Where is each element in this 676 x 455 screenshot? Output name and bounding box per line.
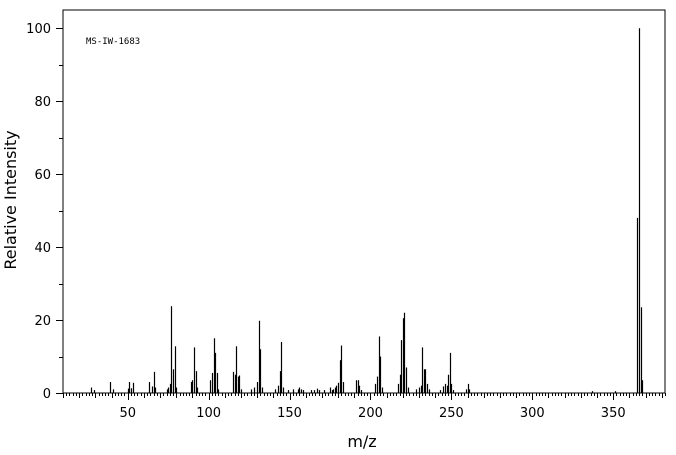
x-tick-label: 200 (358, 406, 383, 421)
chart-annotation: MS-IW-1683 (86, 37, 140, 47)
x-axis: 50 100 150 200 250 300 350 (63, 393, 666, 421)
x-tick-label: 350 (601, 406, 626, 421)
x-tick-label: 50 (119, 406, 136, 421)
spectrum-peaks (90, 28, 644, 393)
x-tick-label: 150 (277, 406, 302, 421)
x-tick-label: 300 (520, 406, 545, 421)
y-tick-label: 0 (43, 387, 51, 402)
x-tick-label: 100 (196, 406, 221, 421)
y-axis-title: Relative Intensity (1, 130, 20, 269)
y-tick-label: 20 (34, 314, 51, 329)
x-axis-title: m/z (347, 432, 376, 451)
plot-frame (62, 9, 666, 394)
y-tick-label: 80 (34, 95, 51, 110)
y-tick-label: 40 (34, 241, 51, 256)
x-tick-label: 250 (439, 406, 464, 421)
y-tick-label: 100 (26, 22, 51, 37)
y-tick-label: 60 (34, 168, 51, 183)
y-axis: 0 20 40 60 80 100 (26, 22, 63, 402)
plot-border (62, 9, 666, 394)
